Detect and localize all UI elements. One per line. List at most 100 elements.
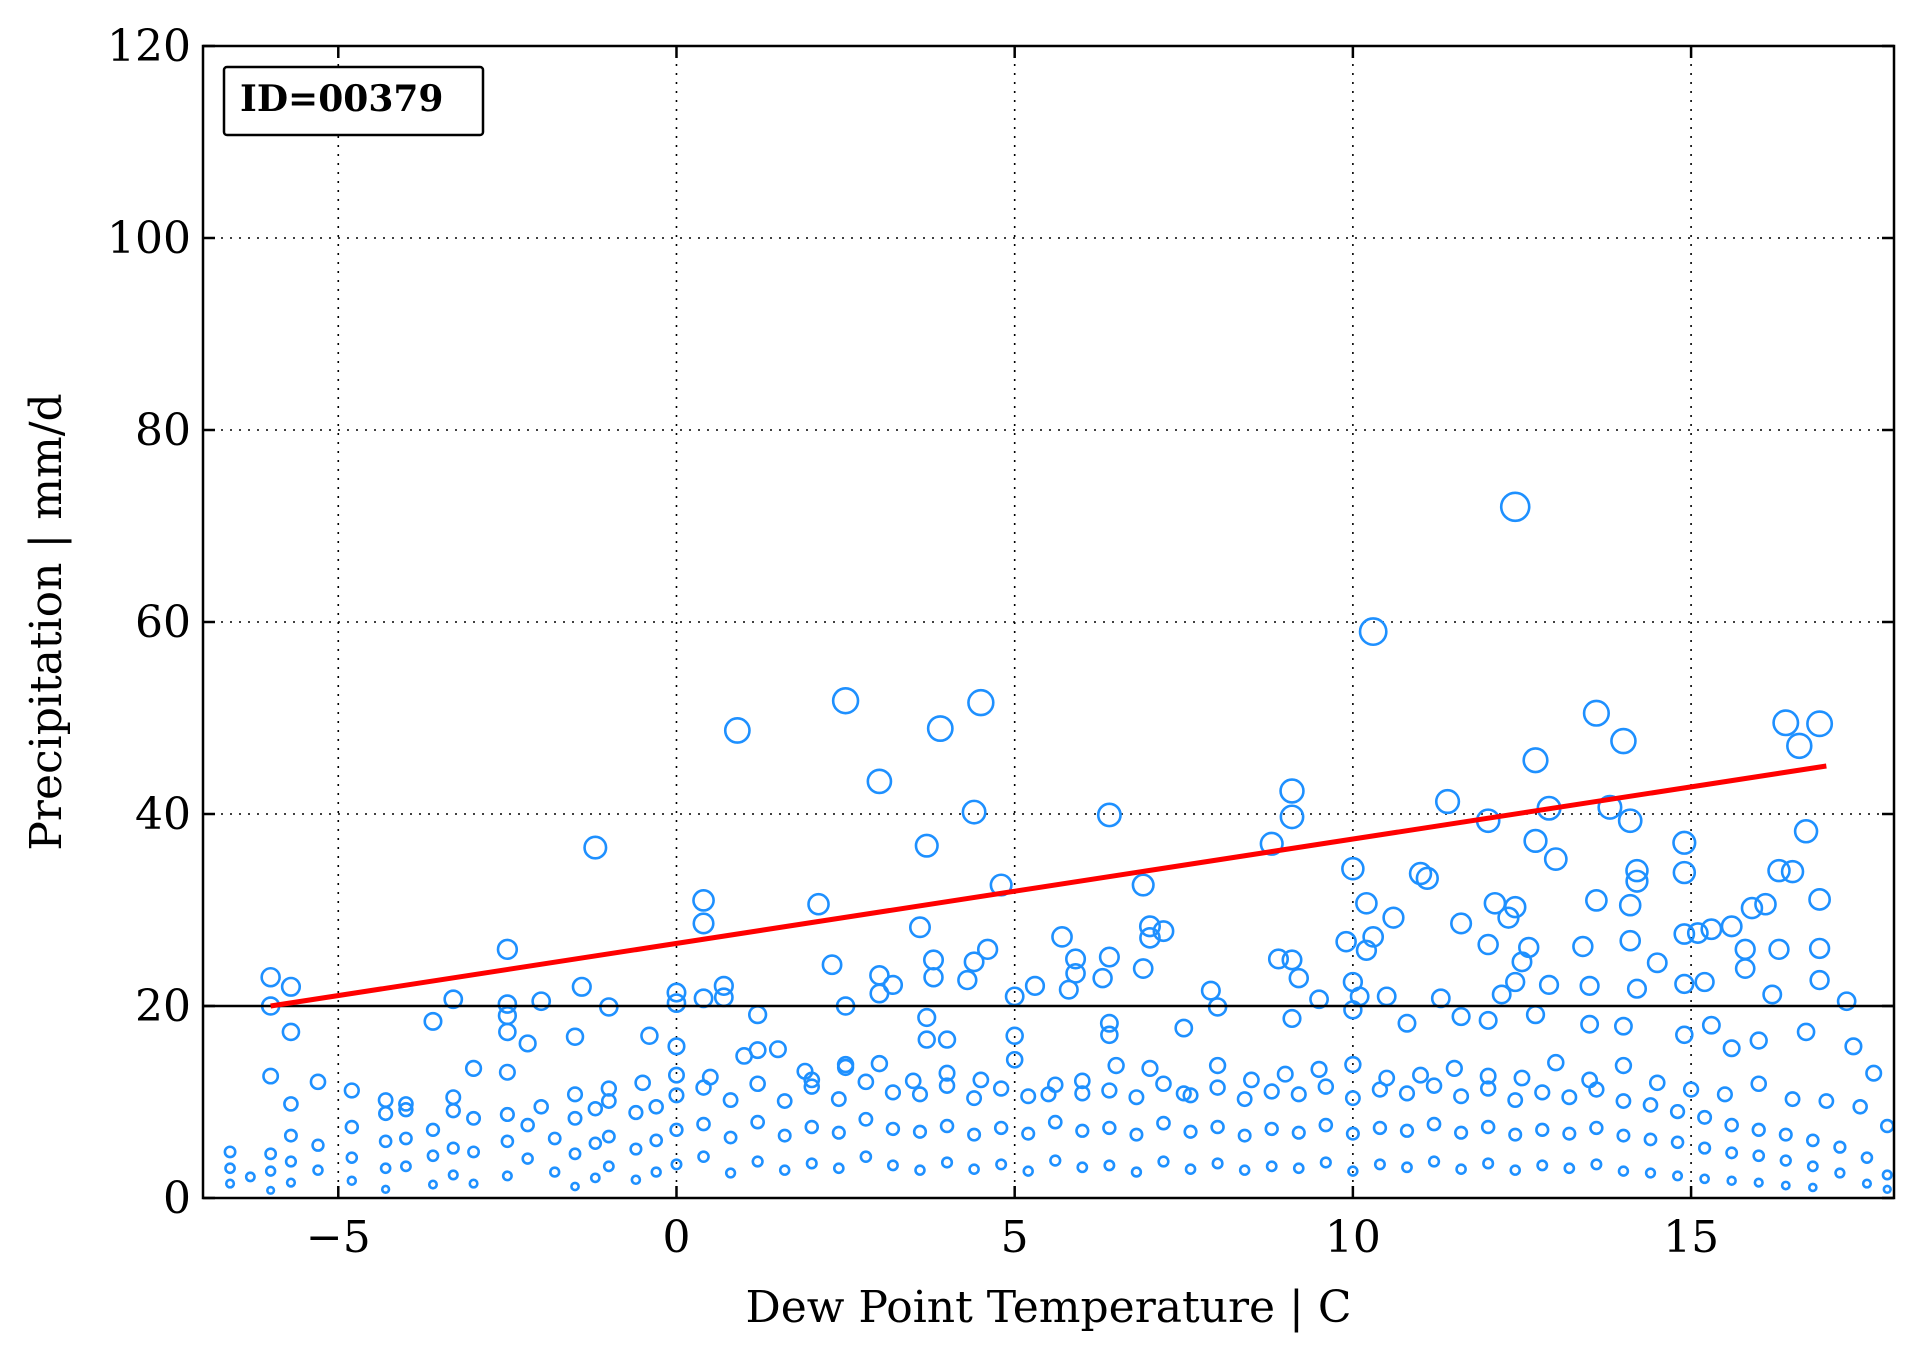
data-point <box>497 994 518 1014</box>
data-point <box>398 1101 414 1118</box>
data-point <box>1590 1158 1603 1171</box>
data-point <box>1415 866 1439 890</box>
data-point <box>940 1156 954 1169</box>
data-point <box>1107 1056 1125 1075</box>
data-point <box>1522 747 1549 774</box>
data-point <box>266 1185 276 1195</box>
data-point <box>1005 1050 1024 1069</box>
data-point <box>1344 1055 1362 1074</box>
data-point <box>836 1055 855 1074</box>
data-point <box>1698 1141 1712 1155</box>
data-point <box>648 1099 664 1115</box>
data-point <box>803 1078 820 1095</box>
lines-layer <box>203 763 1894 1009</box>
data-point <box>1138 915 1161 938</box>
data-point <box>629 1142 643 1156</box>
data-point <box>1686 922 1709 944</box>
data-point <box>1445 1059 1463 1078</box>
data-point <box>692 912 715 935</box>
data-point <box>399 1131 413 1146</box>
data-point <box>1139 926 1161 949</box>
data-point <box>1882 1184 1892 1195</box>
data-point <box>1347 1165 1359 1177</box>
data-point <box>968 1163 980 1176</box>
data-point <box>1697 1109 1713 1125</box>
data-point <box>1513 1069 1531 1087</box>
data-point <box>380 1184 391 1195</box>
data-point <box>914 1164 926 1176</box>
data-point <box>804 1119 820 1135</box>
data-point <box>1479 1067 1497 1085</box>
data-point <box>1040 1086 1057 1103</box>
data-point <box>713 975 734 996</box>
data-point <box>1344 1090 1361 1107</box>
data-point <box>1373 1158 1386 1171</box>
data-point <box>284 1155 298 1168</box>
data-point <box>309 1073 327 1091</box>
data-point <box>1589 1120 1604 1136</box>
data-point <box>1793 819 1819 844</box>
data-point <box>1174 1018 1194 1038</box>
data-point <box>830 1091 847 1108</box>
data-point <box>1582 699 1610 727</box>
data-point <box>1752 1149 1766 1163</box>
data-point <box>600 1093 617 1109</box>
y-tick-label: 0 <box>163 1173 191 1224</box>
data-point <box>1200 980 1221 1001</box>
data-point <box>399 1160 412 1173</box>
data-point <box>1103 1159 1116 1172</box>
data-point <box>1382 906 1405 929</box>
data-point <box>870 1054 889 1073</box>
data-point <box>1236 1091 1253 1108</box>
data-point <box>938 1077 956 1094</box>
data-point <box>1478 1010 1498 1030</box>
data-point <box>670 1158 683 1171</box>
data-point <box>1648 1074 1666 1092</box>
data-point <box>831 686 860 715</box>
data-point <box>378 1134 393 1149</box>
x-axis-label: Dew Point Temperature | C <box>745 1282 1351 1333</box>
data-point <box>1509 1164 1521 1176</box>
data-point <box>1243 1071 1260 1089</box>
data-point <box>807 892 830 916</box>
data-point <box>1479 1080 1497 1097</box>
data-point <box>1844 1037 1863 1056</box>
data-point <box>547 1131 562 1146</box>
data-point <box>1480 1119 1496 1135</box>
y-tick-label: 60 <box>135 597 191 648</box>
data-point <box>1543 847 1568 872</box>
y-tick-label: 40 <box>135 789 191 840</box>
data-point <box>885 1121 901 1137</box>
data-point <box>724 1167 737 1179</box>
data-point <box>1129 1127 1144 1142</box>
data-point <box>963 951 985 973</box>
data-point <box>1182 1087 1199 1104</box>
data-point <box>992 1080 1010 1097</box>
data-point <box>1615 1093 1632 1109</box>
data-point <box>533 1099 549 1115</box>
data-point <box>1343 1000 1363 1020</box>
data-point <box>1535 1122 1550 1138</box>
data-point <box>866 768 893 795</box>
data-point <box>427 1179 438 1190</box>
data-point <box>1525 1005 1546 1025</box>
data-point <box>748 1005 768 1025</box>
data-point <box>311 1138 325 1152</box>
data-point <box>939 1118 955 1134</box>
data-point <box>1362 926 1385 948</box>
data-point <box>1808 888 1831 911</box>
id-annotation-box <box>222 65 485 137</box>
data-point <box>926 715 954 742</box>
data-point <box>1288 967 1310 989</box>
data-point <box>223 1145 237 1159</box>
data-point <box>1778 1127 1793 1142</box>
data-point <box>445 1102 461 1119</box>
data-point <box>343 1082 360 1099</box>
data-point <box>1358 617 1388 647</box>
data-point <box>1617 1165 1630 1177</box>
data-point <box>1614 1016 1633 1036</box>
data-point <box>1157 1155 1170 1168</box>
data-point <box>568 1147 582 1161</box>
data-point <box>1669 1103 1686 1120</box>
